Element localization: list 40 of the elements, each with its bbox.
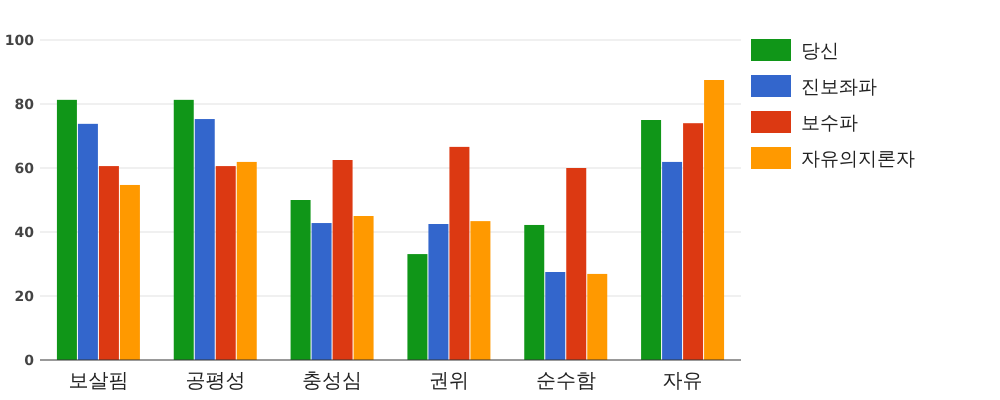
bar [704, 80, 724, 360]
bar [407, 254, 428, 360]
bar [312, 223, 332, 360]
bar [662, 162, 682, 360]
bar [641, 120, 662, 360]
y-tick-label: 100 [4, 33, 34, 49]
x-tick-label: 순수함 [536, 368, 596, 392]
bar [216, 166, 236, 360]
bar [587, 274, 608, 360]
bar [449, 146, 470, 360]
bar [332, 160, 353, 360]
bar [354, 216, 374, 360]
bar [98, 166, 119, 360]
bar [290, 200, 311, 360]
x-tick-label: 보살핌 [68, 368, 128, 392]
bar [524, 224, 544, 360]
bar [194, 119, 215, 360]
bar [428, 224, 448, 360]
bar [470, 221, 490, 360]
y-tick-label: 60 [14, 161, 34, 177]
bar [78, 124, 98, 360]
y-tick-label: 80 [14, 97, 34, 113]
legend-label: 진보좌파 [801, 76, 877, 98]
legend-label: 보수파 [801, 112, 858, 134]
bar [56, 100, 77, 360]
bar [120, 184, 140, 360]
x-tick-label: 공평성 [185, 368, 246, 392]
bar [174, 100, 194, 360]
legend-label: 당신 [801, 40, 839, 62]
bar [236, 162, 257, 360]
legend-label: 자유의지론자 [801, 148, 915, 170]
y-tick-label: 20 [14, 289, 34, 305]
bar [545, 272, 566, 360]
y-tick-label: 0 [24, 353, 34, 369]
y-tick-label: 40 [14, 225, 34, 241]
bar [683, 123, 704, 360]
x-tick-label: 충성심 [302, 368, 362, 392]
x-tick-label: 권위 [428, 368, 469, 392]
bar [566, 168, 586, 360]
x-tick-label: 자유 [662, 368, 703, 392]
